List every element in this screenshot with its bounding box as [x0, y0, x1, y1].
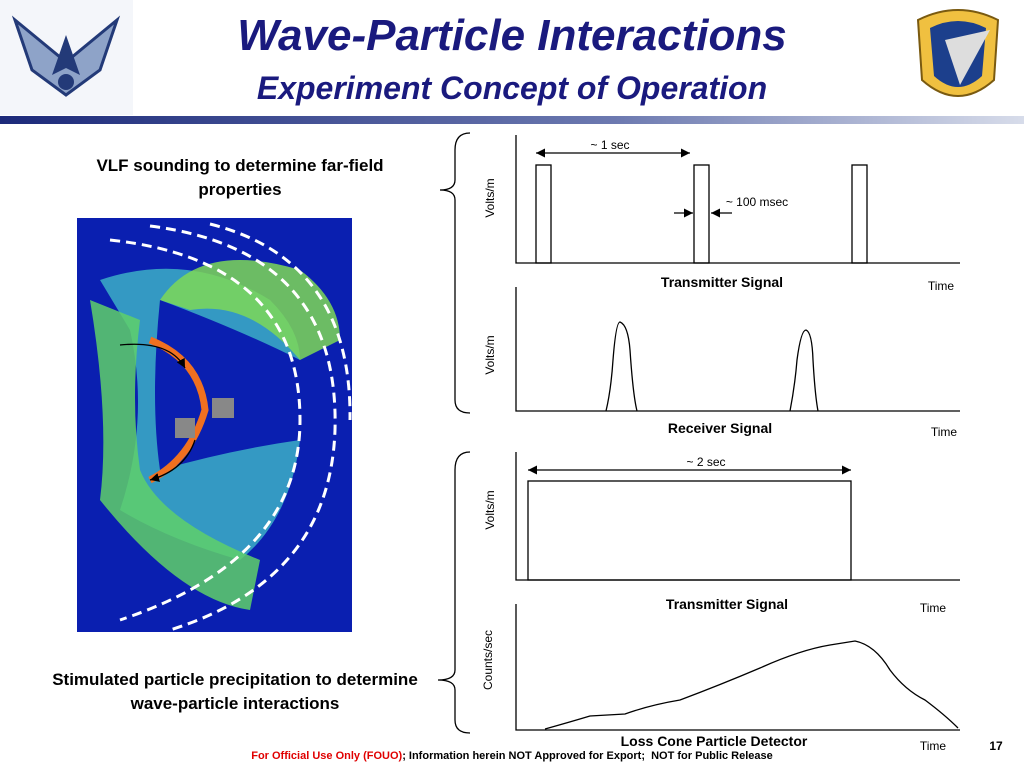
brace: [439, 132, 471, 414]
x-label: Time: [931, 425, 958, 439]
panel-title: Receiver Signal: [668, 420, 772, 436]
y-label: Volts/m: [483, 490, 497, 529]
af-logo: [0, 0, 133, 115]
simulation-image: [77, 218, 352, 632]
footer-text: ; Information herein NOT Approved for Ex…: [402, 750, 773, 762]
y-label: Volts/m: [483, 335, 497, 374]
top-caption: VLF sounding to determine far-field prop…: [96, 156, 384, 199]
panel-receiver: [515, 287, 960, 412]
annotation: ~ 2 sec: [686, 455, 725, 469]
page-number: 17: [989, 739, 1003, 753]
bottom-caption: Stimulated particle precipitation to det…: [52, 670, 418, 713]
footer-notice: For Official Use Only (FOUO): [251, 750, 402, 762]
header-bar: [0, 116, 1024, 124]
brace: [437, 451, 471, 734]
x-label: Time: [928, 279, 955, 293]
panel-title: Transmitter Signal: [666, 596, 788, 612]
subtitle: Experiment Concept of Operation: [257, 70, 767, 106]
x-label: Time: [920, 739, 947, 753]
footer: For Official Use Only (FOUO); Informatio…: [251, 750, 773, 762]
panel-detector: [515, 604, 960, 731]
afrl-logo: [916, 9, 1000, 97]
x-label: Time: [920, 601, 947, 615]
panel-title: Loss Cone Particle Detector: [621, 733, 808, 749]
panel-title: Transmitter Signal: [661, 274, 783, 290]
y-label: Volts/m: [483, 178, 497, 217]
panel-transmitter-1: [515, 135, 960, 264]
title: Wave-Particle Interactions: [237, 11, 786, 60]
y-label: Counts/sec: [481, 630, 495, 690]
annotation: ~ 1 sec: [590, 138, 629, 152]
annotation: ~ 100 msec: [726, 195, 788, 209]
panel-transmitter-2: [515, 452, 960, 581]
